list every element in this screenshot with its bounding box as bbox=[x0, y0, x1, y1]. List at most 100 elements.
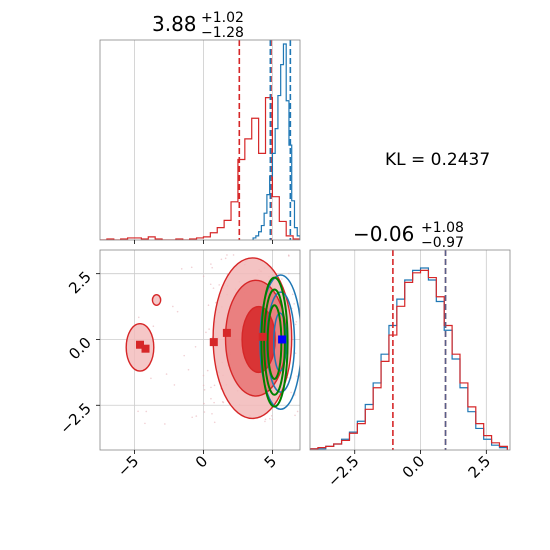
joint-xtick-label: 0 bbox=[192, 452, 211, 471]
joint-sample-point bbox=[203, 402, 205, 405]
joint-sample-point bbox=[232, 254, 235, 256]
joint-sample-point bbox=[264, 418, 267, 421]
param1-title-minus: −1.28 bbox=[201, 25, 244, 41]
joint-sample-point bbox=[173, 384, 176, 386]
param1-hist-series bbox=[100, 40, 300, 240]
param2-panel-frame bbox=[309, 249, 511, 451]
joint-sample-point bbox=[294, 394, 296, 396]
param1-panel-frame bbox=[99, 39, 301, 241]
joint-sample-point bbox=[150, 377, 152, 380]
joint-red-marker bbox=[222, 328, 231, 337]
joint-blue-contour bbox=[259, 274, 300, 410]
joint-ytick-label: −2.5 bbox=[56, 399, 94, 437]
joint-sample-point bbox=[290, 391, 292, 394]
joint-sample-point bbox=[291, 293, 294, 296]
joint-sample-point bbox=[195, 415, 198, 417]
joint-contour-panel bbox=[99, 249, 301, 451]
joint-sample-point bbox=[137, 410, 139, 413]
joint-sample-point bbox=[145, 410, 148, 413]
joint-sample-point bbox=[203, 411, 206, 413]
joint-red-marker bbox=[209, 338, 218, 347]
joint-sample-point bbox=[294, 323, 297, 326]
joint-sample-point bbox=[295, 320, 298, 323]
joint-sample-point bbox=[220, 258, 223, 261]
param2-title-minus: −0.97 bbox=[421, 235, 464, 251]
joint-sample-point bbox=[294, 414, 296, 417]
joint-sample-point bbox=[165, 373, 168, 375]
joint-sample-point bbox=[190, 266, 193, 269]
param2-red-histogram bbox=[310, 269, 508, 450]
joint-sample-point bbox=[144, 422, 146, 425]
joint-blue-marker bbox=[278, 335, 287, 344]
joint-sample-point bbox=[269, 417, 271, 420]
joint-sample-point bbox=[191, 416, 193, 419]
joint-sample-point bbox=[210, 397, 212, 400]
joint-sample-point bbox=[152, 325, 155, 328]
joint-sample-point bbox=[210, 386, 212, 389]
joint-sample-point bbox=[224, 257, 227, 260]
joint-sample-point bbox=[203, 389, 206, 391]
joint-sample-point bbox=[226, 254, 228, 256]
joint-sample-point bbox=[194, 346, 197, 348]
param1-title-value: 3.88 bbox=[152, 12, 197, 36]
joint-sample-point bbox=[218, 284, 221, 286]
joint-sample-point bbox=[172, 305, 174, 308]
joint-sample-point bbox=[207, 304, 210, 306]
joint-sample-point bbox=[183, 354, 185, 357]
param1-histogram-panel bbox=[99, 39, 301, 244]
param2-panel-bg bbox=[310, 250, 510, 450]
joint-sample-point bbox=[288, 272, 290, 275]
kl-annotation: KL = 0.2437 bbox=[385, 150, 490, 170]
param2-histogram-panel bbox=[309, 249, 511, 451]
joint-red-marker bbox=[141, 344, 150, 353]
param1-title-plus: +1.02 bbox=[201, 10, 244, 26]
joint-sample-point bbox=[296, 375, 298, 377]
joint-sample-point bbox=[202, 275, 205, 278]
joint-sample-point bbox=[202, 374, 205, 377]
joint-sample-point bbox=[222, 401, 225, 404]
joint-sample-point bbox=[208, 328, 210, 330]
joint-sample-point bbox=[293, 303, 295, 305]
joint-sample-point bbox=[211, 266, 213, 269]
joint-sample-point bbox=[213, 421, 216, 424]
joint-sample-point bbox=[187, 368, 190, 371]
joint-red-island bbox=[151, 294, 162, 306]
joint-sample-point bbox=[264, 420, 266, 423]
joint-sample-point bbox=[164, 423, 166, 425]
joint-green-ellipse bbox=[260, 276, 289, 408]
joint-sample-point bbox=[288, 255, 290, 257]
joint-contour-series bbox=[125, 254, 300, 425]
param1-title: 3.88 +1.02 −1.28 bbox=[152, 10, 244, 41]
param2-title: −0.06 +1.08 −0.97 bbox=[353, 220, 464, 251]
param1-blue-histogram bbox=[252, 43, 300, 240]
param2-xtick-label: −2.5 bbox=[324, 452, 362, 490]
joint-sample-point bbox=[213, 401, 215, 404]
joint-sample-point bbox=[270, 414, 273, 417]
joint-sample-point bbox=[294, 352, 297, 355]
joint-blue-contour bbox=[273, 312, 287, 372]
param2-xtick-label: 2.5 bbox=[465, 452, 495, 482]
joint-sample-point bbox=[209, 283, 212, 286]
joint-sample-point bbox=[211, 413, 213, 415]
joint-sample-point bbox=[213, 384, 216, 387]
joint-xtick-label: 5 bbox=[261, 452, 280, 471]
joint-sample-point bbox=[205, 331, 207, 334]
joint-sample-point bbox=[137, 316, 140, 319]
param2-title-plus: +1.08 bbox=[421, 220, 464, 236]
joint-ytick-label: 2.5 bbox=[65, 268, 95, 298]
joint-panel-frame bbox=[99, 249, 301, 451]
joint-sample-point bbox=[296, 410, 299, 413]
joint-sample-point bbox=[202, 384, 205, 387]
joint-sample-point bbox=[206, 369, 209, 372]
joint-ytick-label: 0.0 bbox=[65, 334, 95, 364]
joint-sample-point bbox=[210, 263, 212, 265]
joint-sample-point bbox=[180, 268, 183, 270]
param2-xtick-label: 0.0 bbox=[399, 452, 429, 482]
param2-hist-series bbox=[310, 250, 508, 450]
joint-sample-point bbox=[271, 418, 274, 421]
param2-title-value: −0.06 bbox=[353, 222, 414, 246]
joint-red-marker bbox=[136, 340, 144, 349]
joint-sample-point bbox=[281, 278, 283, 280]
joint-red-marker bbox=[258, 332, 267, 341]
